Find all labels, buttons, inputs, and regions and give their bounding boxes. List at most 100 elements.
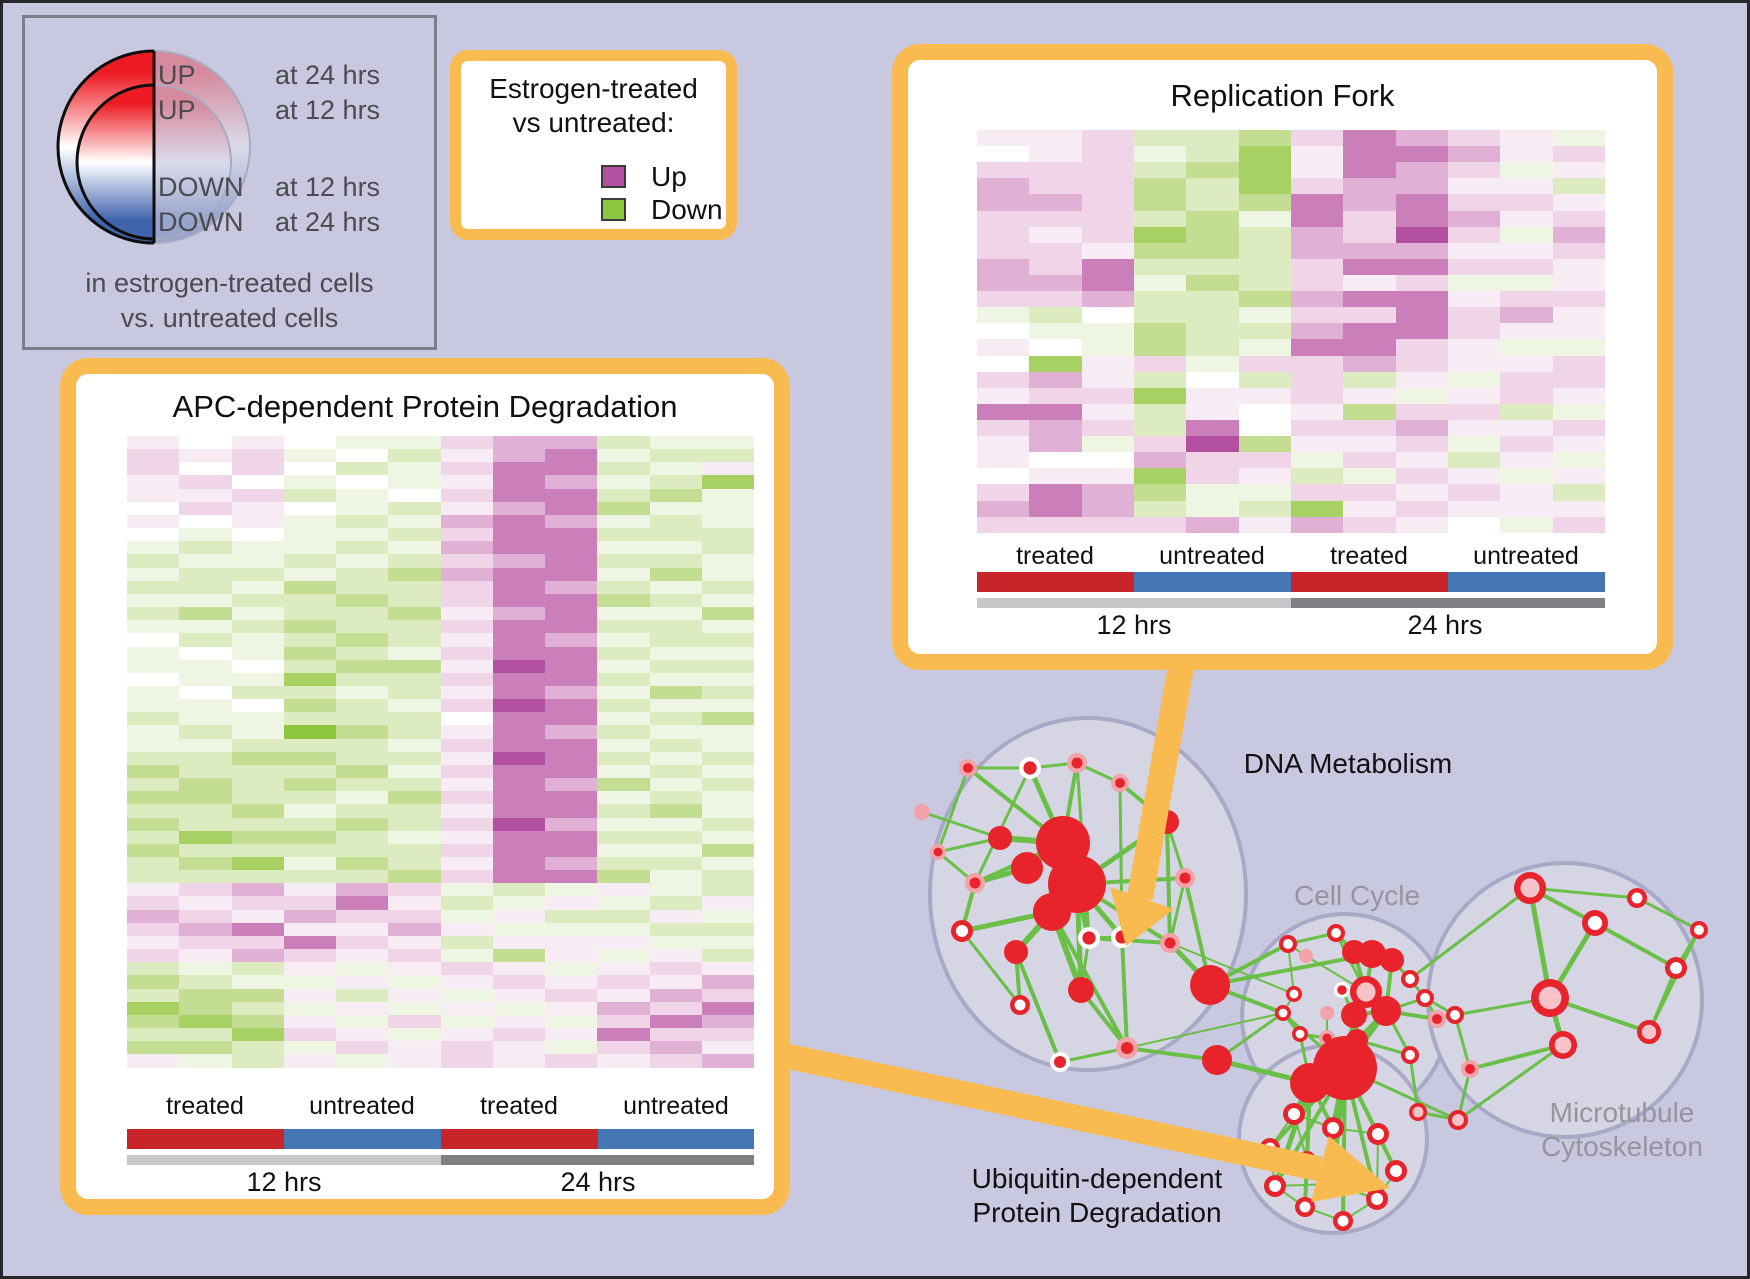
heatmap-cell [492,633,545,647]
heatmap-cell [649,620,702,634]
heatmap-cell [1133,403,1187,420]
heatmap-cell [127,962,180,976]
heatmap-cell [179,699,232,713]
heatmap-cell [231,751,284,765]
heatmap-cell [388,870,441,884]
heatmap-cell [701,541,754,555]
heatmap-cell [545,804,598,818]
heatmap-cell [1500,130,1553,147]
heatmap-cell [701,909,754,923]
heatmap-cell [1343,419,1396,437]
heatmap-cell [1238,291,1291,308]
heatmap-row [127,528,754,542]
heatmap-cell [127,1041,180,1055]
heatmap-cell [179,949,232,963]
heatmap-cell [977,162,1030,179]
heatmap-cell [1395,162,1448,179]
heatmap-cell [1290,307,1344,324]
network-node [1320,1006,1334,1020]
network-node-core [1337,985,1347,995]
heatmap-cell [1133,371,1187,388]
heatmap-cell [492,659,545,673]
heatmap-cell [492,1001,545,1015]
heatmap-cell [1552,484,1605,501]
heatmap-cell [336,659,389,673]
heatmap-cell [1552,339,1605,356]
heatmap-cell [701,949,754,963]
heatmap-cell [1343,258,1396,275]
heatmap-cell [179,436,232,450]
network-edge [1469,1043,1564,1071]
heatmap-cell [1133,258,1187,275]
apc-time-12hrs: 12 hrs [246,1167,322,1197]
heatmap-cell [1238,484,1291,501]
heatmap-cell [127,949,180,963]
heatmap-cell [545,817,598,831]
heatmap-cell [597,436,650,450]
apc-heatmap [127,436,754,1068]
heatmap-cell [231,817,284,831]
heatmap-cell [597,514,650,529]
heatmap-cell [701,962,754,976]
heatmap-cell [440,751,493,765]
heatmap-cell [388,1028,441,1042]
heatmap-cell [1552,468,1605,485]
heatmap-cell [977,210,1030,227]
heatmap-cell [545,699,598,713]
heatmap-cell [179,541,232,555]
heatmap-row [127,975,754,989]
heatmap-cell [1447,387,1501,404]
heatmap-cell [597,1001,650,1015]
heatmap-cell [179,1054,232,1068]
heatmap-cell [1500,500,1553,517]
heatmap-cell [1133,500,1187,517]
heatmap-cell [1290,436,1344,453]
heatmap-cell [1395,323,1448,340]
heatmap-cell [597,593,650,608]
heatmap-cell [492,935,545,950]
heatmap-cell [283,567,336,581]
heatmap-cell [127,462,180,476]
heatmap-cell [283,870,336,884]
heatmap-cell [701,791,754,805]
heatmap-cell [649,488,702,502]
heatmap-cell [492,909,545,923]
legend-up-24-time: at 24 hrs [275,60,381,90]
heatmap-cell [231,528,284,542]
network-edge [1050,911,1129,1049]
heatmap-cell [388,514,441,529]
heatmap-cell [127,514,180,529]
rf-time-24hrs: 24 hrs [1407,610,1483,640]
heatmap-cell [1447,419,1501,437]
heatmap-cell [977,387,1030,404]
heatmap-cell [1552,387,1605,404]
heatmap-cell [492,725,545,739]
heatmap-cell [388,804,441,818]
heatmap-cell [1395,307,1448,324]
heatmap-cell [701,633,754,647]
heatmap-cell [1029,436,1082,453]
heatmap-cell [231,1001,284,1015]
heatmap-cell [283,514,336,529]
heatmap-cell [440,699,493,713]
heatmap-cell [649,804,702,818]
heatmap-cell [231,501,284,515]
heatmap-cell [440,922,493,936]
heatmap-cell [179,935,232,950]
network-node-core [1337,1215,1349,1227]
heatmap-cell [440,975,493,989]
network-node-core [1268,1179,1282,1193]
network-node-core [1669,961,1683,975]
network-node [1068,977,1094,1003]
heatmap-cell [1238,323,1291,340]
heatmap-cell [1447,226,1501,243]
heatmap-cell [1447,355,1501,372]
heatmap-cell [336,738,389,752]
heatmap-cell [127,620,180,634]
heatmap-cell [1133,307,1187,324]
heatmap-cell [1029,468,1082,485]
heatmap-cell [1552,291,1605,308]
heatmap-cell [283,462,336,476]
heatmap-cell [127,554,180,568]
heatmap-cell [1029,146,1082,163]
